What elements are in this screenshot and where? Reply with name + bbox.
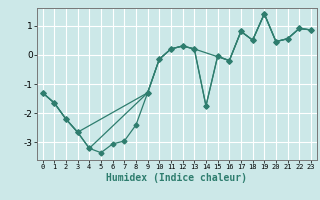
X-axis label: Humidex (Indice chaleur): Humidex (Indice chaleur) xyxy=(106,173,247,183)
